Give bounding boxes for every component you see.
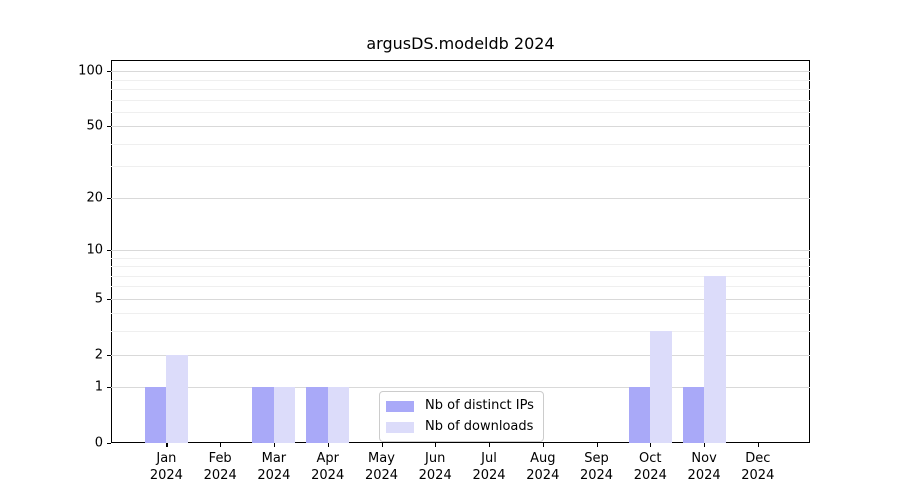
x-tick-label-mar: Mar 2024 xyxy=(257,451,291,483)
y-tick-label-1: 1 xyxy=(94,379,103,395)
x-tick-label-feb: Feb 2024 xyxy=(203,451,237,483)
gridline-major-20 xyxy=(111,197,810,199)
gridline-minor-8 xyxy=(111,266,810,267)
gridline-major-5 xyxy=(111,298,810,300)
gridline-minor-60 xyxy=(111,111,810,113)
y-tick-label-0: 0 xyxy=(94,435,103,451)
x-tick-label-nov: Nov 2024 xyxy=(687,451,721,483)
y-tick-label-100: 100 xyxy=(78,63,103,79)
gridline-minor-40 xyxy=(111,143,810,145)
x-tick-label-apr: Apr 2024 xyxy=(311,451,345,483)
legend-swatch-icon xyxy=(386,421,414,433)
gridline-minor-9 xyxy=(111,257,810,259)
x-tick-mark-aug xyxy=(542,443,544,447)
y-tick-label-5: 5 xyxy=(94,291,103,307)
chart-title: argusDS.modeldb 2024 xyxy=(366,34,555,53)
x-tick-label-jan: Jan 2024 xyxy=(149,451,183,483)
x-tick-mark-apr xyxy=(327,443,329,447)
legend-row-0: Nb of distinct IPs xyxy=(386,397,534,415)
x-tick-mark-sep xyxy=(596,443,598,447)
gridline-major-1 xyxy=(111,387,810,389)
gridline-major-10 xyxy=(111,249,810,252)
x-tick-label-jul: Jul 2024 xyxy=(472,451,506,483)
x-tick-label-aug: Aug 2024 xyxy=(526,451,560,483)
x-tick-label-jun: Jun 2024 xyxy=(418,451,452,483)
legend-row-1: Nb of downloads xyxy=(386,418,534,436)
x-tick-mark-dec xyxy=(757,443,759,447)
y-tick-mark-2 xyxy=(107,354,111,356)
gridline-major-50 xyxy=(111,126,810,128)
bar-nb-of-downloads-nov xyxy=(704,275,726,443)
x-tick-mark-jul xyxy=(489,443,491,447)
x-tick-label-may: May 2024 xyxy=(364,451,399,483)
bar-nb-of-downloads-oct xyxy=(650,331,672,443)
x-tick-mark-nov xyxy=(704,443,706,447)
y-tick-mark-100 xyxy=(107,71,111,73)
bar-nb-of-downloads-mar xyxy=(273,387,296,443)
gridline-minor-6 xyxy=(111,286,810,288)
y-tick-mark-10 xyxy=(107,249,111,251)
y-tick-mark-0 xyxy=(107,443,111,445)
legend: Nb of distinct IPs Nb of downloads xyxy=(379,391,544,442)
bar-nb-of-distinct-ips-oct xyxy=(628,387,651,443)
bar-nb-of-distinct-ips-jan xyxy=(144,387,167,443)
y-tick-mark-50 xyxy=(107,126,111,128)
x-tick-mark-may xyxy=(381,443,383,447)
x-tick-mark-mar xyxy=(273,443,276,447)
bar-nb-of-distinct-ips-mar xyxy=(252,387,274,443)
bar-nb-of-distinct-ips-apr xyxy=(306,387,328,443)
plot-area xyxy=(111,60,810,443)
y-tick-mark-5 xyxy=(107,298,111,300)
gridline-minor-3 xyxy=(111,331,810,333)
x-tick-mark-feb xyxy=(220,443,222,447)
bar-nb-of-distinct-ips-nov xyxy=(682,387,705,443)
y-tick-mark-1 xyxy=(107,387,111,389)
bar-nb-of-downloads-apr xyxy=(327,387,350,443)
x-tick-label-oct: Oct 2024 xyxy=(633,451,667,483)
gridline-minor-4 xyxy=(111,313,810,315)
y-tick-label-20: 20 xyxy=(86,190,103,206)
legend-swatch-icon xyxy=(386,400,414,412)
gridline-minor-80 xyxy=(111,88,810,90)
legend-label: Nb of downloads xyxy=(425,419,534,434)
gridline-minor-70 xyxy=(111,99,810,101)
gridline-major-100 xyxy=(111,71,810,73)
gridline-minor-30 xyxy=(111,166,810,168)
legend-label: Nb of distinct IPs xyxy=(425,398,534,413)
y-tick-label-2: 2 xyxy=(94,347,103,362)
x-tick-label-sep: Sep 2024 xyxy=(579,451,614,483)
x-tick-mark-oct xyxy=(650,443,652,447)
gridline-minor-90 xyxy=(111,79,810,81)
y-tick-label-10: 10 xyxy=(86,242,103,258)
x-tick-label-dec: Dec 2024 xyxy=(741,451,775,483)
x-tick-mark-jan xyxy=(166,443,168,447)
x-tick-mark-jun xyxy=(435,443,437,447)
gridline-minor-7 xyxy=(111,275,810,277)
y-tick-label-50: 50 xyxy=(86,118,103,134)
y-tick-mark-20 xyxy=(107,197,111,199)
bar-nb-of-downloads-jan xyxy=(166,354,188,443)
gridline-major-2 xyxy=(111,354,810,356)
